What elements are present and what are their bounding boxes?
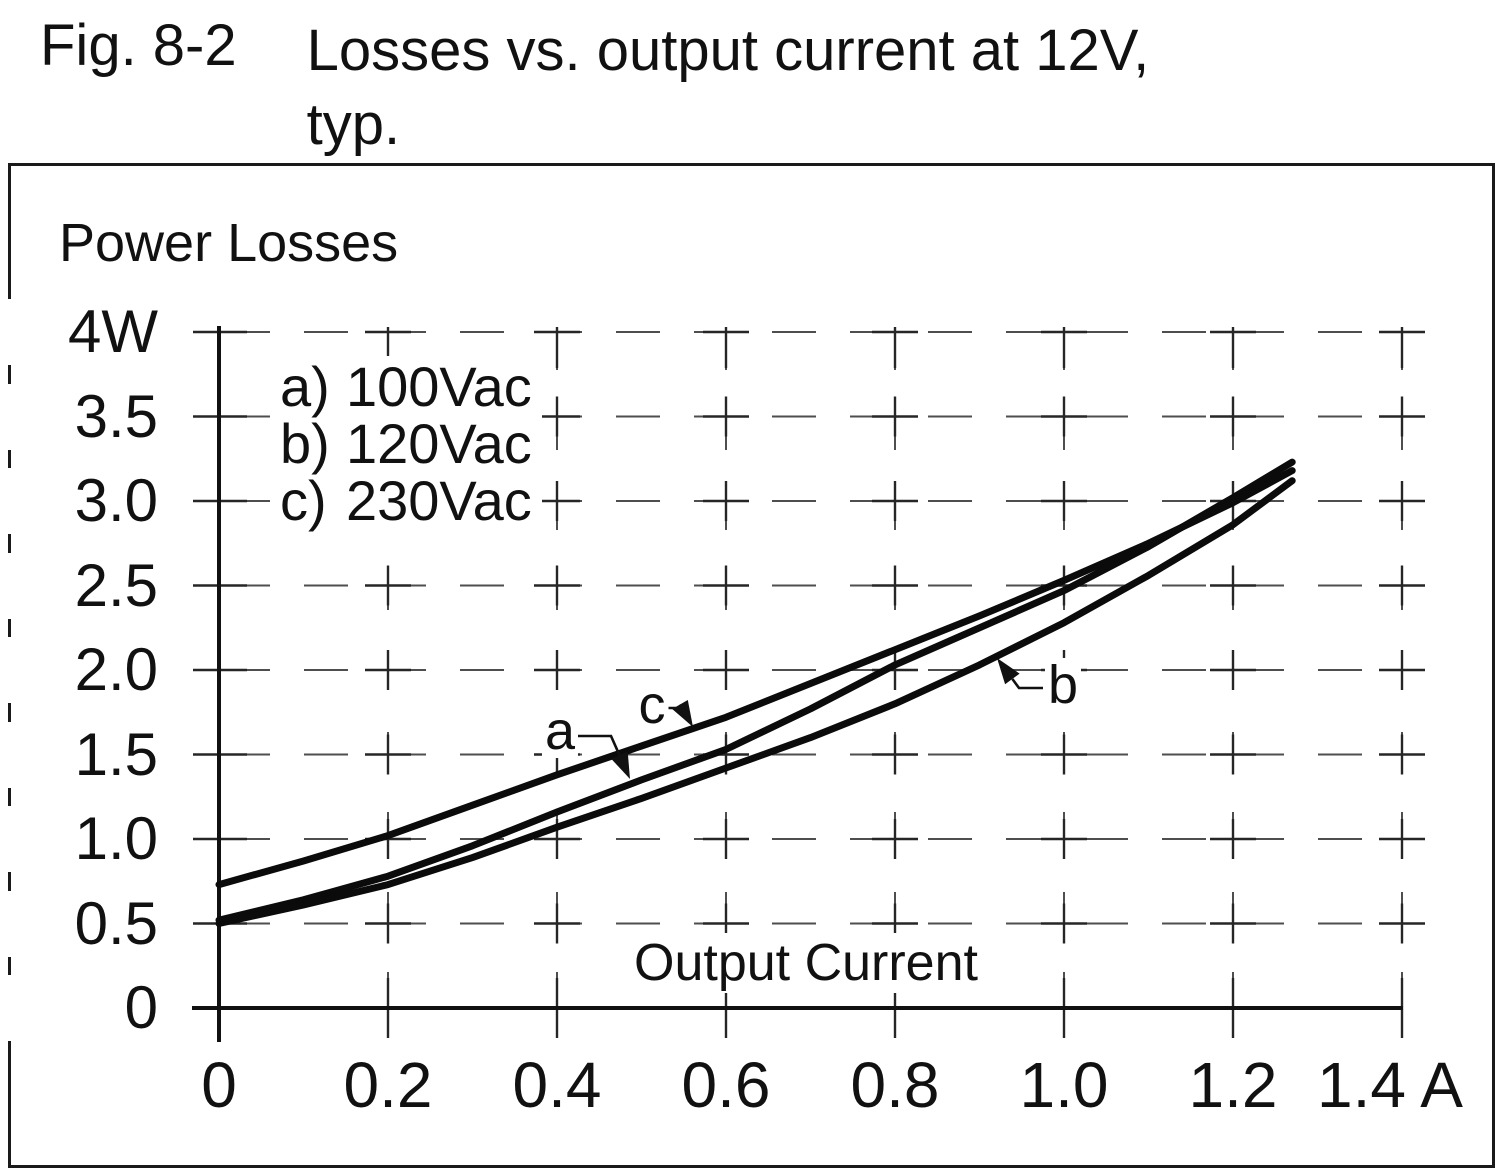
legend-item-c: c) 230Vac xyxy=(280,472,532,529)
legend-label-b: 120Vac xyxy=(346,412,532,475)
leader-arrow-a xyxy=(611,751,630,779)
x-tick-label: 0 xyxy=(201,1049,237,1121)
legend-label-c: 230Vac xyxy=(346,469,532,532)
x-tick-label: 0.2 xyxy=(343,1049,433,1121)
figure-header: Fig. 8-2 Losses vs. output current at 12… xyxy=(40,14,1149,162)
y-tick-label: 3.0 xyxy=(0,468,158,534)
y-tick-label: 2.5 xyxy=(0,552,158,619)
y-tick-label: 4W xyxy=(0,299,158,365)
y-tick-label: 3.5 xyxy=(0,383,158,450)
x-tick-label: 1.2 xyxy=(1188,1049,1278,1121)
chart-border-box xyxy=(8,163,1495,1168)
legend-label-a: 100Vac xyxy=(346,355,532,418)
x-tick-label: 0.8 xyxy=(850,1049,940,1121)
curve-a xyxy=(215,458,1296,924)
x-tick-label: 0.6 xyxy=(681,1049,771,1121)
legend: a) 100Vac b) 120Vac c) 230Vac xyxy=(278,356,542,531)
x-axis-title: Output Current xyxy=(626,933,986,993)
leader-line-a xyxy=(578,734,621,756)
x-tick-label: 1.4 A xyxy=(1317,1049,1463,1121)
curve-label-b: b xyxy=(1044,658,1082,712)
figure-number: Fig. 8-2 xyxy=(40,13,237,78)
y-tick-label: 0 xyxy=(0,975,158,1041)
curve-c xyxy=(215,467,1296,889)
curve-label-a: a xyxy=(541,704,579,758)
leader-arrow-b xyxy=(997,658,1020,685)
y-tick-label: 1.0 xyxy=(0,806,158,872)
y-tick-label: 1.5 xyxy=(0,721,158,788)
figure-title-line1: Losses vs. output current at 12V, xyxy=(306,18,1150,83)
y-axis-title: Power Losses xyxy=(55,212,403,274)
curve-b xyxy=(215,477,1296,927)
legend-item-a: a) 100Vac xyxy=(280,358,532,415)
figure-title: Losses vs. output current at 12V, typ. xyxy=(307,14,1150,162)
x-tick-label: 1.0 xyxy=(1019,1049,1109,1121)
legend-key-a: a) xyxy=(280,355,330,418)
legend-key-b: b) xyxy=(280,412,330,475)
leader-line-b xyxy=(1011,678,1043,690)
x-tick-label: 0.4 xyxy=(512,1049,602,1121)
legend-item-b: b) 120Vac xyxy=(280,415,532,472)
leader-arrow-c xyxy=(672,700,693,727)
y-tick-label: 2.0 xyxy=(0,637,158,703)
curve-label-c: c xyxy=(635,678,669,732)
y-tick-label: 0.5 xyxy=(0,890,158,957)
legend-key-c: c) xyxy=(280,469,327,532)
figure-title-line2: typ. xyxy=(306,92,401,157)
